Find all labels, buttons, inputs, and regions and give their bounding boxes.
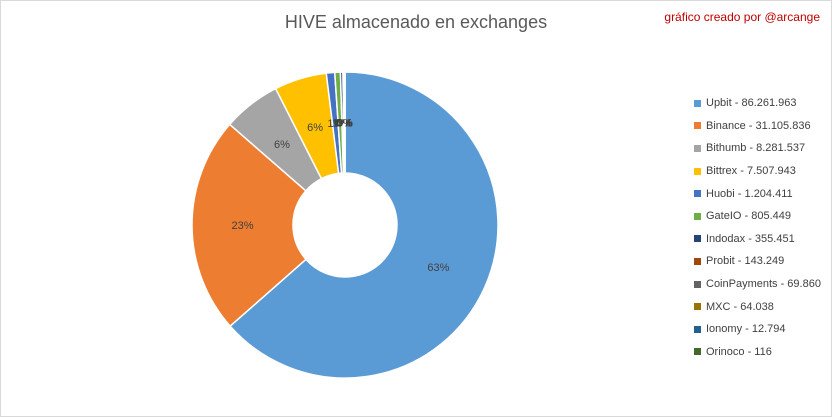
legend-swatch	[694, 257, 701, 265]
data-label-indodax: 0%	[335, 118, 351, 130]
data-label-bithumb: 6%	[274, 139, 290, 151]
legend-label: Binance - 31.105.836	[706, 119, 811, 132]
legend-item-mxc: MXC - 64.038	[694, 295, 821, 318]
data-label-upbit: 63%	[427, 262, 449, 274]
legend-swatch	[694, 303, 701, 311]
legend-item-probit: Probit - 143.249	[694, 250, 821, 273]
legend-swatch	[694, 325, 701, 333]
data-label-binance: 23%	[231, 220, 253, 232]
legend-swatch	[694, 144, 701, 152]
legend-swatch	[694, 122, 701, 130]
legend-label: Huobi - 1.204.411	[706, 187, 793, 200]
legend-label: GateIO - 805.449	[706, 210, 791, 223]
legend-label: MXC - 64.038	[706, 300, 774, 313]
legend-item-upbit: Upbit - 86.261.963	[694, 92, 821, 115]
legend-swatch	[694, 99, 701, 107]
legend-label: Upbit - 86.261.963	[706, 97, 797, 110]
legend-swatch	[694, 348, 701, 356]
legend-label: Probit - 143.249	[706, 255, 785, 268]
slice-upbit	[229, 71, 499, 379]
legend-swatch	[694, 167, 701, 175]
legend-item-orinoco: Orinoco - 116	[694, 341, 821, 364]
legend-swatch	[694, 280, 701, 288]
slice-binance	[191, 123, 308, 328]
legend-item-coinpayments: CoinPayments - 69.860	[694, 273, 821, 296]
legend-item-indodax: Indodax - 355.451	[694, 228, 821, 251]
chart-title: HIVE almacenado en exchanges	[284, 12, 548, 32]
legend-item-binance: Binance - 31.105.836	[694, 115, 821, 138]
legend-swatch	[694, 235, 701, 243]
legend-label: Orinoco - 116	[706, 345, 772, 358]
chart-credit: gráfico creado por @arcange	[664, 10, 820, 24]
legend-item-ionomy: Ionomy - 12.794	[694, 318, 821, 341]
legend-item-gateio: GateIO - 805.449	[694, 205, 821, 228]
legend-item-huobi: Huobi - 1.204.411	[694, 182, 821, 205]
legend-item-bithumb: Bithumb - 8.281.537	[694, 137, 821, 160]
legend-label: Indodax - 355.451	[706, 232, 795, 245]
legend-label: Ionomy - 12.794	[706, 323, 786, 336]
data-label-bittrex: 6%	[307, 122, 323, 134]
legend-swatch	[694, 212, 701, 220]
legend-label: Bithumb - 8.281.537	[706, 142, 806, 155]
legend-label: CoinPayments - 69.860	[706, 278, 821, 291]
chart-legend: Upbit - 86.261.963 Binance - 31.105.836 Bi…	[694, 92, 821, 363]
legend-item-bittrex: Bittrex - 7.507.943	[694, 160, 821, 183]
legend-label: Bittrex - 7.507.943	[706, 165, 796, 178]
data-label-orinoco: 0%	[337, 118, 353, 130]
legend-swatch	[694, 190, 701, 198]
